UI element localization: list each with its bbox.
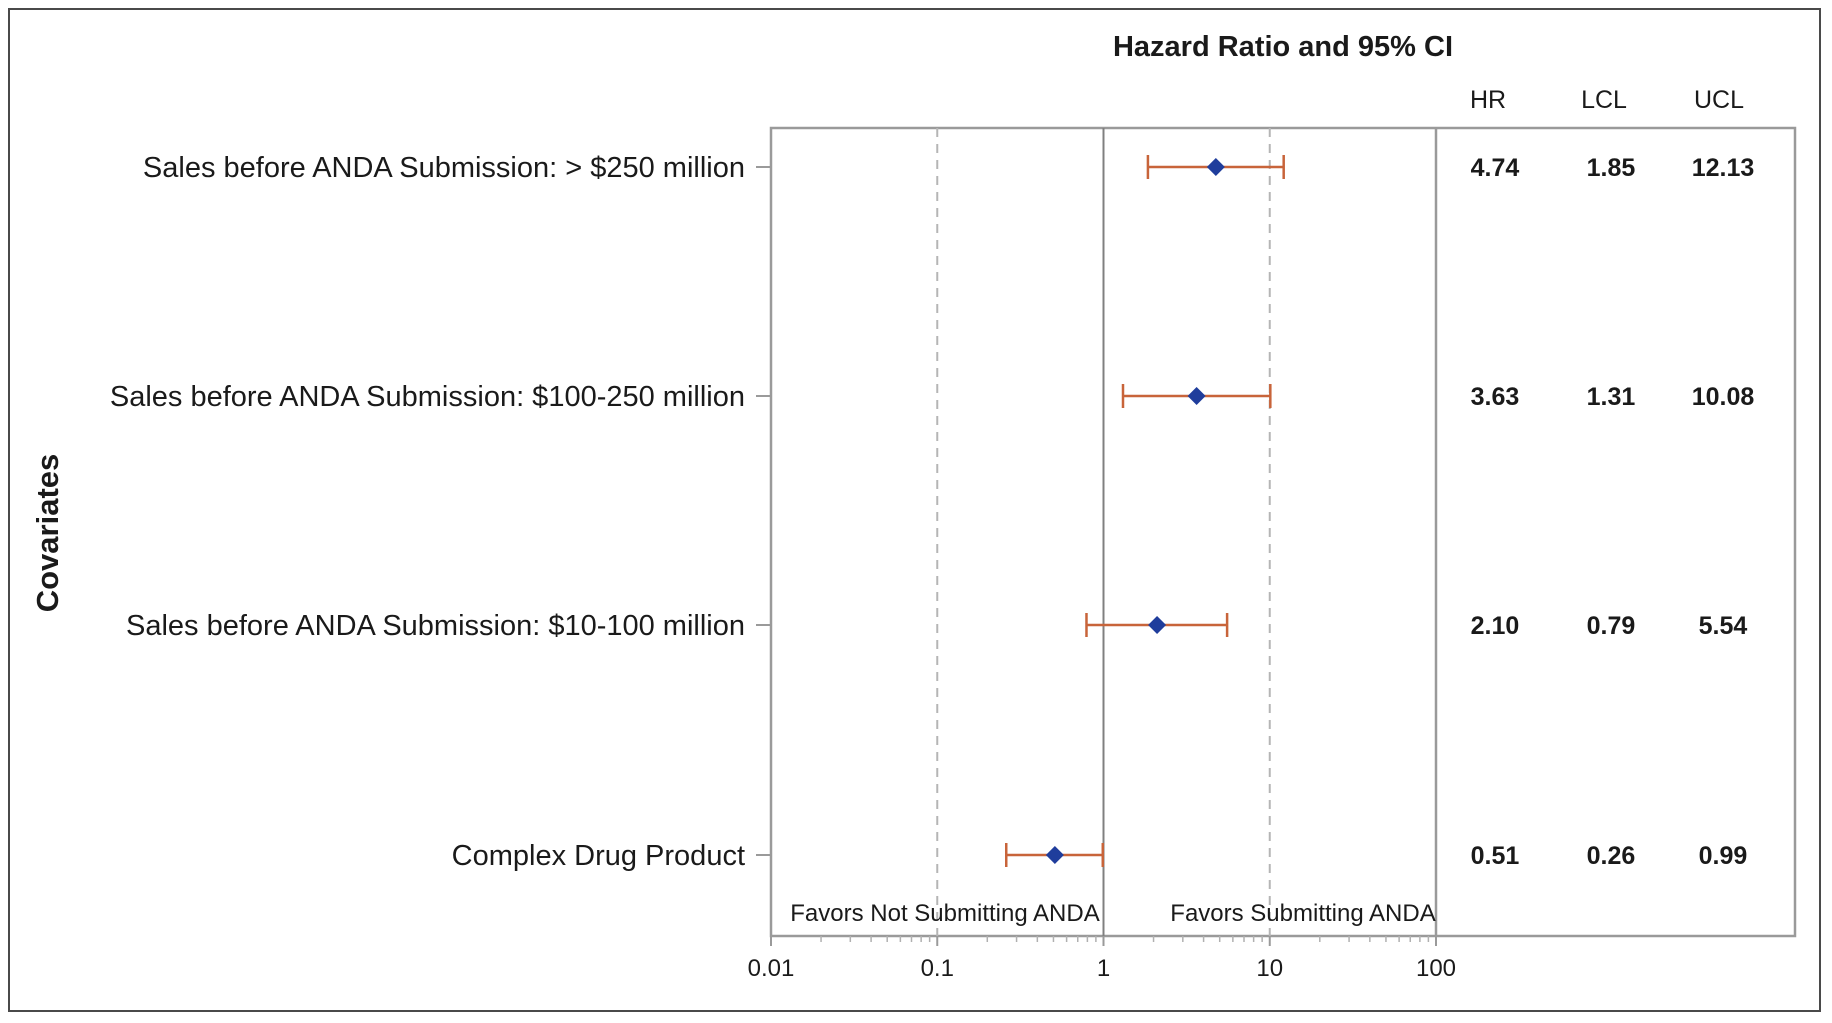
x-tick-label: 100 xyxy=(1416,955,1456,982)
row-label: Sales before ANDA Submission: > $250 mil… xyxy=(143,152,745,184)
annotation-favors-not-submitting: Favors Not Submitting ANDA xyxy=(790,900,1099,927)
hr-value: 0.51 xyxy=(1471,842,1520,870)
x-tick-label: 0.1 xyxy=(921,955,954,982)
row-label: Sales before ANDA Submission: $10-100 mi… xyxy=(126,610,745,642)
annotation-favors-submitting: Favors Submitting ANDA xyxy=(1170,900,1435,927)
column-header-lcl: LCL xyxy=(1581,86,1627,114)
hr-value: 4.74 xyxy=(1471,154,1520,182)
plot-frame xyxy=(769,126,1797,938)
table-row: Complex Drug Product 0.51 0.26 0.99 xyxy=(452,840,1748,872)
lcl-value: 1.85 xyxy=(1587,154,1636,182)
x-tick-label: 1 xyxy=(1097,955,1110,982)
lcl-value: 1.31 xyxy=(1587,383,1636,411)
hr-point xyxy=(1045,846,1064,864)
column-header-ucl: UCL xyxy=(1694,86,1744,114)
row-label: Sales before ANDA Submission: $100-250 m… xyxy=(110,381,745,413)
figure-frame xyxy=(8,8,1821,1012)
row-label: Complex Drug Product xyxy=(452,840,745,872)
hr-value: 3.63 xyxy=(1471,383,1520,411)
lcl-value: 0.79 xyxy=(1587,612,1636,640)
y-axis-label: Covariates xyxy=(30,454,65,613)
hr-point xyxy=(1206,158,1225,176)
table-row: Sales before ANDA Submission: > $250 mil… xyxy=(143,152,1754,184)
ucl-value: 12.13 xyxy=(1692,154,1755,182)
chart-title: Hazard Ratio and 95% CI xyxy=(1113,31,1453,63)
ucl-value: 0.99 xyxy=(1699,842,1748,870)
hr-value: 2.10 xyxy=(1471,612,1520,640)
x-tick-label: 0.01 xyxy=(748,955,795,982)
ucl-value: 5.54 xyxy=(1699,612,1748,640)
hr-point xyxy=(1187,387,1206,405)
table-row: Sales before ANDA Submission: $100-250 m… xyxy=(110,381,1755,413)
table-row: Sales before ANDA Submission: $10-100 mi… xyxy=(126,610,1747,642)
ucl-value: 10.08 xyxy=(1692,383,1755,411)
column-header-hr: HR xyxy=(1470,86,1506,114)
lcl-value: 0.26 xyxy=(1587,842,1636,870)
x-tick-label: 10 xyxy=(1256,955,1283,982)
hr-point xyxy=(1148,616,1167,634)
